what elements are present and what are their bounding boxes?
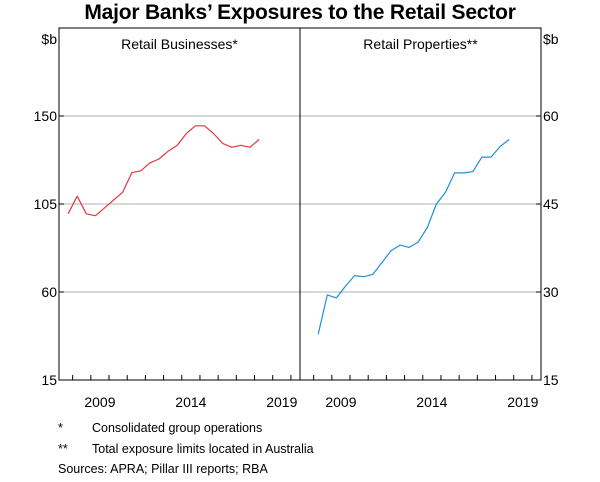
x-tick-label: 2014	[416, 394, 447, 410]
y-tick-label: 60	[41, 284, 57, 300]
y-tick-label: 60	[543, 108, 559, 124]
x-tick-label: 2019	[266, 394, 297, 410]
y-tick-label: 150	[34, 108, 58, 124]
y-tick-label: 105	[34, 196, 58, 212]
right-axis-unit: $b	[543, 31, 559, 47]
sources-note: Sources: APRA; Pillar III reports; RBA	[58, 462, 268, 476]
x-tick-label: 2009	[325, 394, 356, 410]
x-tick-label: 2019	[507, 394, 538, 410]
x-tick-label: 2009	[84, 394, 115, 410]
panel-title: Retail Properties**	[363, 36, 478, 52]
footnote-2-text: Total exposure limits located in Austral…	[92, 442, 314, 456]
series-line-retail-businesses	[67, 125, 260, 217]
y-tick-label: 15	[543, 372, 559, 388]
series-line-retail-properties	[317, 139, 510, 335]
series-lines	[67, 125, 510, 335]
y-tick-label: 30	[543, 284, 559, 300]
footnote-1-text: Consolidated group operations	[92, 421, 263, 435]
footnote-1: * Consolidated group operations	[58, 420, 262, 436]
footnote-1-mark: *	[58, 421, 63, 435]
chart-canvas: $b $b Retail Businesses* 15 60 105 150 2009 2014…	[34, 27, 559, 410]
y-tick-label: 45	[543, 196, 559, 212]
x-tick-label: 2014	[175, 394, 206, 410]
axis-labels: $b $b Retail Businesses* 15 60 105 150 2009 2014…	[34, 31, 559, 410]
panel-title: Retail Businesses*	[121, 36, 238, 52]
footnote-2: ** Total exposure limits located in Austr…	[58, 441, 314, 457]
footnote-2-mark: **	[58, 442, 68, 456]
chart-title: Major Banks’ Exposures to the Retail Sec…	[84, 1, 516, 24]
y-tick-label: 15	[41, 372, 57, 388]
left-axis-unit: $b	[41, 31, 57, 47]
axis-ticks	[59, 115, 541, 381]
